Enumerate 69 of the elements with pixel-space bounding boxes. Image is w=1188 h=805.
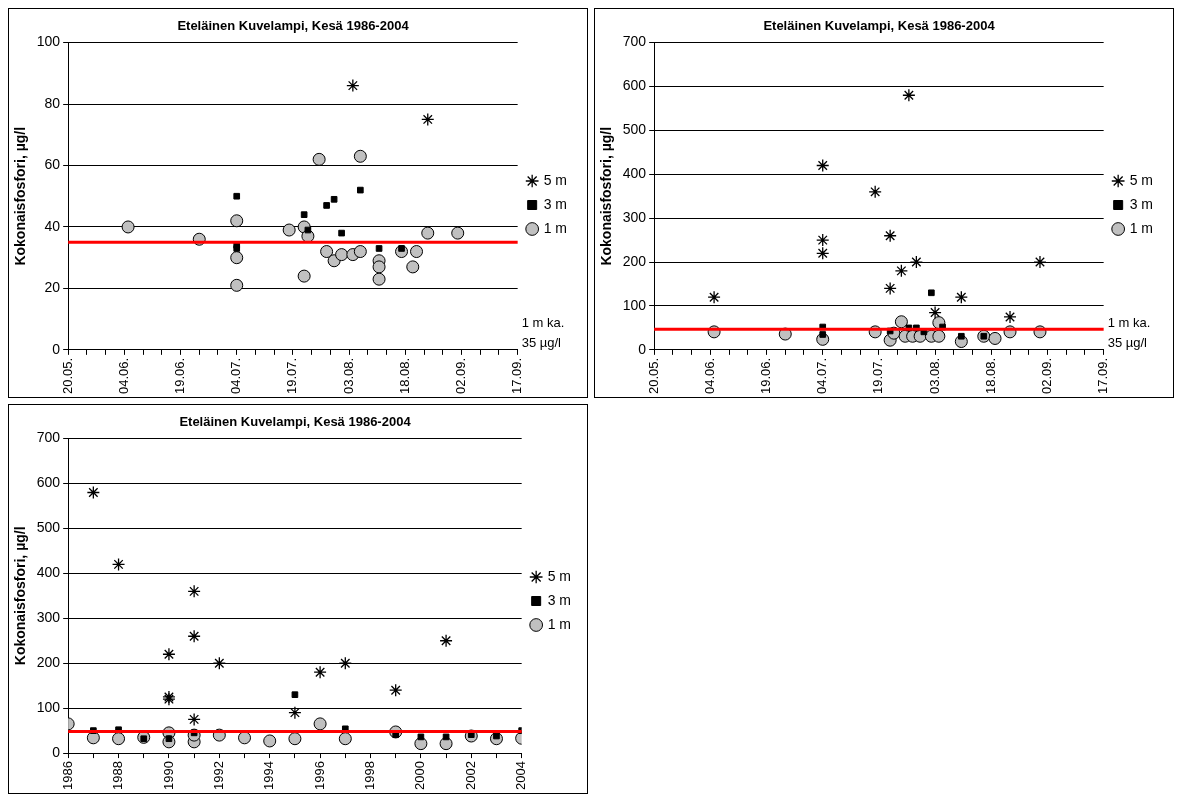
x-tick-label: 02.09. — [453, 357, 469, 395]
x-tick-label: 1998 — [362, 761, 378, 790]
y-tick-label: 400 — [622, 165, 647, 182]
y-tick-label: 200 — [622, 252, 647, 269]
text: 1 m ka. — [521, 314, 565, 330]
x-tick-label: 18.08. — [396, 357, 412, 395]
legend-label: 3 m — [547, 591, 572, 608]
y-tick-label: 600 — [36, 474, 61, 491]
chart-title: Eteläinen Kuvelampi, Kesä 1986-2004 — [763, 18, 996, 34]
x-tick-label: 1986 — [59, 761, 75, 790]
x-tick-label: 20.05. — [645, 357, 661, 395]
x-tick-label: 04.06. — [701, 357, 717, 395]
x-tick-label: 17.09. — [1095, 357, 1111, 395]
text: 35 µg/l — [1107, 334, 1148, 350]
x-tick-label: 1996 — [311, 761, 327, 790]
chart-title: Eteläinen Kuvelampi, Kesä 1986-2004 — [177, 18, 410, 34]
x-tick-label: 04.07. — [814, 357, 830, 395]
x-tick-label: 19.07. — [284, 357, 300, 395]
legend-label: 3 m — [1129, 195, 1154, 212]
y-tick-label: 700 — [36, 429, 61, 446]
legend-label: 3 m — [543, 195, 568, 212]
x-tick-label: 04.06. — [115, 357, 131, 395]
y-tick-label: 100 — [622, 296, 647, 313]
x-tick-label: 1988 — [110, 761, 126, 790]
y-tick-label: 700 — [622, 33, 647, 50]
y-tick-label: 20 — [44, 279, 61, 296]
y-tick-label: 500 — [36, 519, 61, 536]
legend-label: 5 m — [547, 567, 572, 584]
y-tick-label: 0 — [52, 340, 61, 357]
y-axis-title: Kokonaisfosfori, µg/l — [12, 526, 29, 666]
legend-label: 5 m — [543, 171, 568, 188]
text: 1 m ka. — [1107, 314, 1151, 330]
y-tick-label: 60 — [44, 156, 61, 173]
x-tick-label: 1992 — [210, 761, 226, 790]
y-tick-label: 0 — [52, 743, 61, 760]
y-tick-label: 400 — [36, 564, 61, 581]
x-tick-label: 04.07. — [228, 357, 244, 395]
legend-label: 1 m — [543, 219, 568, 236]
x-tick-label: 20.05. — [59, 357, 75, 395]
x-tick-label: 02.09. — [1039, 357, 1055, 395]
x-tick-label: 18.08. — [982, 357, 998, 395]
y-tick-label: 100 — [36, 33, 61, 50]
x-tick-label: 19.06. — [172, 357, 188, 395]
legend-label: 1 m — [1129, 219, 1154, 236]
y-tick-label: 80 — [44, 94, 61, 111]
legend-label: 1 m — [547, 615, 572, 632]
x-tick-label: 2004 — [513, 761, 529, 790]
x-tick-label: 19.07. — [870, 357, 886, 395]
x-tick-label: 03.08. — [340, 357, 356, 395]
chart-title: Eteläinen Kuvelampi, Kesä 1986-2004 — [179, 414, 412, 430]
x-tick-label: 17.09. — [509, 357, 525, 395]
x-tick-label: 2002 — [462, 761, 478, 790]
y-tick-label: 0 — [638, 340, 647, 357]
y-tick-label: 40 — [44, 217, 61, 234]
x-tick-label: 03.08. — [926, 357, 942, 395]
x-tick-label: 1994 — [261, 761, 277, 790]
x-tick-label: 19.06. — [758, 357, 774, 395]
y-tick-label: 600 — [622, 77, 647, 94]
y-axis-title: Kokonaisfosfori, µg/l — [598, 126, 615, 266]
y-tick-label: 500 — [622, 121, 647, 138]
y-tick-label: 100 — [36, 699, 61, 716]
y-axis-title: Kokonaisfosfori, µg/l — [12, 126, 29, 266]
legend-label: 5 m — [1129, 171, 1154, 188]
y-tick-label: 300 — [622, 209, 647, 226]
y-tick-label: 300 — [36, 609, 61, 626]
text: 35 µg/l — [521, 334, 562, 350]
y-tick-label: 200 — [36, 654, 61, 671]
x-tick-label: 2000 — [412, 761, 428, 790]
x-tick-label: 1990 — [160, 761, 176, 790]
